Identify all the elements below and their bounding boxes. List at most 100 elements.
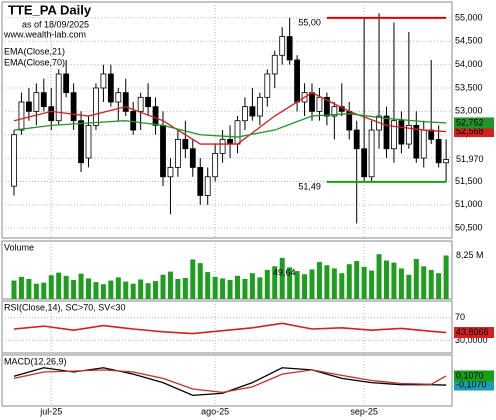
- candle-body: [93, 87, 99, 126]
- volume-bar: [93, 282, 99, 299]
- volume-bar: [331, 268, 337, 299]
- volume-bar: [346, 264, 352, 299]
- candle-body: [227, 138, 233, 145]
- candle-body: [435, 138, 442, 164]
- candle-body: [309, 92, 315, 112]
- volume-bar: [167, 271, 173, 299]
- volume-bar: [33, 283, 39, 299]
- candle-body: [398, 120, 405, 145]
- y-tick-label: 54,000: [455, 59, 483, 69]
- candle-body: [167, 167, 174, 178]
- candle-body: [368, 129, 375, 178]
- candle-body: [115, 92, 122, 103]
- volume-bar: [339, 273, 345, 299]
- candle-body: [249, 106, 256, 117]
- indicator-line: [13, 369, 447, 394]
- value-label-box: [454, 370, 494, 382]
- volume-bar: [11, 280, 17, 299]
- candle-body: [25, 101, 32, 112]
- candle-body: [316, 96, 323, 112]
- value-label-box: [454, 327, 494, 339]
- volume-bar: [428, 270, 434, 299]
- panel-frame: [1, 354, 453, 407]
- volume-bar: [108, 280, 114, 299]
- volume-bar: [406, 274, 412, 299]
- y-tick-label: 53,000: [455, 106, 483, 116]
- candle-body: [271, 54, 278, 75]
- panel-frame: [1, 300, 453, 354]
- chart-title: TTE_PA Daily: [8, 2, 92, 17]
- volume-bar: [384, 260, 389, 299]
- candle-body: [428, 129, 435, 140]
- candle-body: [100, 73, 107, 89]
- candle-body: [152, 106, 159, 126]
- volume-bar: [26, 278, 32, 299]
- volume-bar: [235, 275, 240, 299]
- y-tick-label: 30,0000: [455, 335, 488, 345]
- value-label: 51,970: [456, 154, 484, 164]
- y-tick-label: 54,500: [455, 36, 483, 46]
- source: www.wealth-lab.com: [3, 29, 86, 39]
- candle-body: [107, 73, 114, 103]
- volume-bar: [205, 272, 211, 299]
- candle-body: [160, 124, 166, 178]
- value-label-box: [454, 153, 494, 165]
- candle-body: [122, 92, 129, 112]
- x-tick-label: sep-25: [350, 406, 378, 416]
- volume-bar: [115, 277, 121, 299]
- volume-bar: [63, 275, 69, 299]
- volume-bar: [324, 265, 330, 299]
- candle-body: [383, 115, 390, 150]
- volume-bar: [86, 278, 91, 299]
- volume-bar: [227, 280, 233, 299]
- candle-body: [353, 129, 360, 150]
- volume-bar: [182, 277, 188, 299]
- volume-bar: [249, 273, 255, 299]
- volume-bar: [398, 268, 404, 299]
- value-label: 52,568: [456, 126, 484, 136]
- volume-bar: [272, 266, 278, 299]
- volume-bar: [48, 275, 54, 299]
- legend-entry: EMA(Close,70): [4, 57, 65, 67]
- volume-bar: [153, 281, 159, 299]
- candle-body: [204, 176, 211, 196]
- volume-bar: [212, 276, 218, 299]
- indicator-line: [13, 91, 447, 145]
- candle-body: [182, 138, 189, 150]
- volume-bar: [71, 280, 77, 299]
- candle-body: [264, 73, 271, 98]
- y-tick-label: 51,500: [455, 176, 483, 186]
- volume-bar: [138, 279, 144, 299]
- value-label: 8,25 M: [456, 250, 484, 260]
- volume-bar: [130, 283, 136, 299]
- candle-body: [256, 96, 263, 117]
- volume-bar: [361, 266, 367, 299]
- volume-bar: [369, 270, 375, 299]
- level-label: 51,49: [298, 181, 321, 191]
- value-label-box: [454, 126, 494, 138]
- volume-bar: [257, 277, 263, 299]
- panel-title: RSI(Close,14), SC>70, SV<30: [4, 302, 126, 312]
- volume-bar: [220, 278, 226, 299]
- y-tick-label: 55,000: [455, 12, 483, 22]
- value-label-box: [454, 379, 494, 391]
- volume-bar: [56, 272, 62, 299]
- candle-body: [70, 92, 77, 122]
- candle-body: [405, 124, 412, 145]
- candle-body: [212, 153, 219, 178]
- candle-body: [18, 101, 25, 131]
- volume-bar: [421, 266, 427, 299]
- volume-bar: [391, 262, 397, 299]
- candle-body: [48, 106, 55, 122]
- value-label: 43,8066: [456, 327, 489, 337]
- y-tick-label: 51,000: [455, 199, 483, 209]
- volume-bar: [316, 262, 322, 299]
- candle-body: [85, 124, 92, 159]
- volume-bar: [175, 278, 181, 299]
- candle-body: [137, 96, 144, 112]
- annotation: 49,64: [273, 267, 296, 277]
- volume-bar: [78, 273, 84, 299]
- volume-bar: [279, 257, 285, 299]
- candle-body: [174, 138, 181, 168]
